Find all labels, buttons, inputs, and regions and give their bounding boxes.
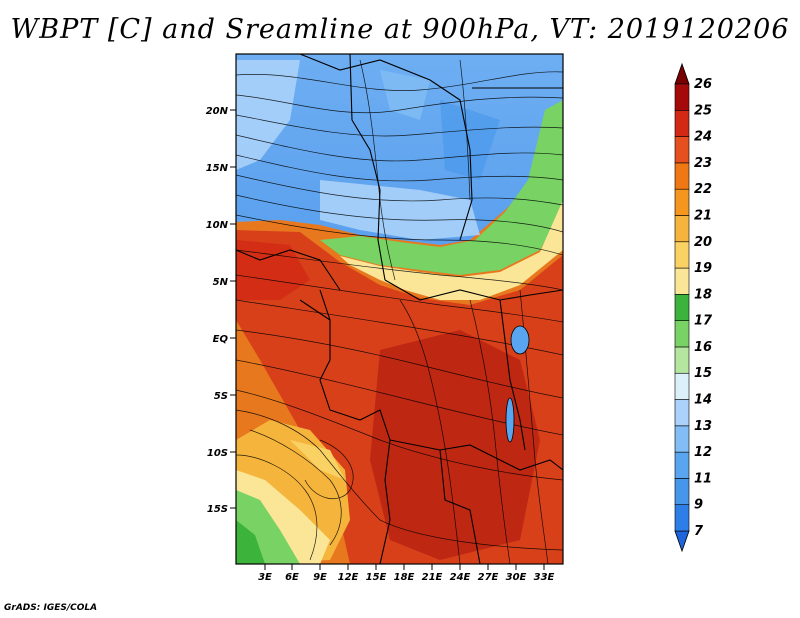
colorbar-segment [674,372,690,400]
colorbar-label: 25 [694,103,712,118]
lon-label-3e: 3E [258,572,272,583]
streamlines [236,59,563,564]
colorbar-arrow-high [674,62,690,85]
colorbar-segment [674,136,690,164]
colorbar: 7 9 11 12 13 14 15 16 17 18 19 20 21 22 23 24 25 26 [674,62,713,553]
colorbar-segment [674,478,690,506]
colorbar-segment [674,294,690,321]
grads-credit: GrADS: IGES/COLA [4,603,98,613]
colorbar-segment [674,215,690,243]
lat-label-10s: 10S [207,448,228,459]
colorbar-label: 12 [694,445,712,460]
colorbar-label: 16 [694,340,712,355]
lat-label-eq: EQ [213,334,229,345]
lat-label-5n: 5N [213,277,229,288]
colorbar-label: 11 [694,471,712,486]
lon-label-15e: 15E [366,572,387,583]
country-borders [236,54,563,564]
colorbar-label: 19 [694,261,712,276]
colorbar-segment [674,425,690,453]
colorbar-segment [674,399,690,427]
colorbar-label: 26 [694,77,712,92]
colorbar-label: 17 [694,314,713,329]
colorbar-segment [674,162,690,190]
colorbar-label: 13 [694,419,712,434]
colorbar-segment [674,241,690,269]
map-frame [235,53,564,565]
longitude-axis: 3E 6E 9E 12E 15E 18E 21E 24E 27E 30E 33E [258,564,555,583]
lon-label-18e: 18E [394,572,415,583]
lat-label-15n: 15N [206,163,229,174]
wbpt-shaded-field [236,54,563,564]
colorbar-segment [674,109,690,137]
lon-label-24e: 24E [450,572,471,583]
lon-label-21e: 21E [422,572,443,583]
colorbar-arrow-low [674,530,690,553]
colorbar-label: 20 [694,235,712,250]
colorbar-label: 18 [694,287,712,302]
lon-label-30e: 30E [506,572,527,583]
latitude-axis: 20N 15N 10N 5N EQ 5S 10S 15S [206,106,236,515]
colorbar-label: 14 [694,393,712,408]
colorbar-segment [674,451,690,479]
colorbar-segment [674,188,690,216]
colorbar-label: 24 [694,130,712,145]
colorbar-label: 21 [694,208,712,223]
colorbar-segment [674,346,690,374]
lon-label-27e: 27E [478,572,499,583]
colorbar-label: 22 [694,182,712,197]
lon-label-12e: 12E [338,572,359,583]
map-title: WBPT [C] and Sreamline at 900hPa, VT: 20… [10,14,790,45]
colorbar-label: 9 [694,498,703,513]
lat-label-10n: 10N [206,220,229,231]
lon-label-9e: 9E [313,572,327,583]
colorbar-segment [674,504,690,532]
colorbar-segment [674,83,690,111]
colorbar-label: 15 [694,366,712,381]
lon-label-6e: 6E [285,572,299,583]
colorbar-segment [674,320,690,348]
lat-label-5s: 5S [214,391,228,402]
lon-label-33e: 33E [534,572,555,583]
colorbar-segment [674,267,690,295]
lat-label-15s: 15S [207,504,228,515]
colorbar-label: 7 [694,524,704,539]
colorbar-label: 23 [694,156,712,171]
lat-label-20n: 20N [206,106,229,117]
